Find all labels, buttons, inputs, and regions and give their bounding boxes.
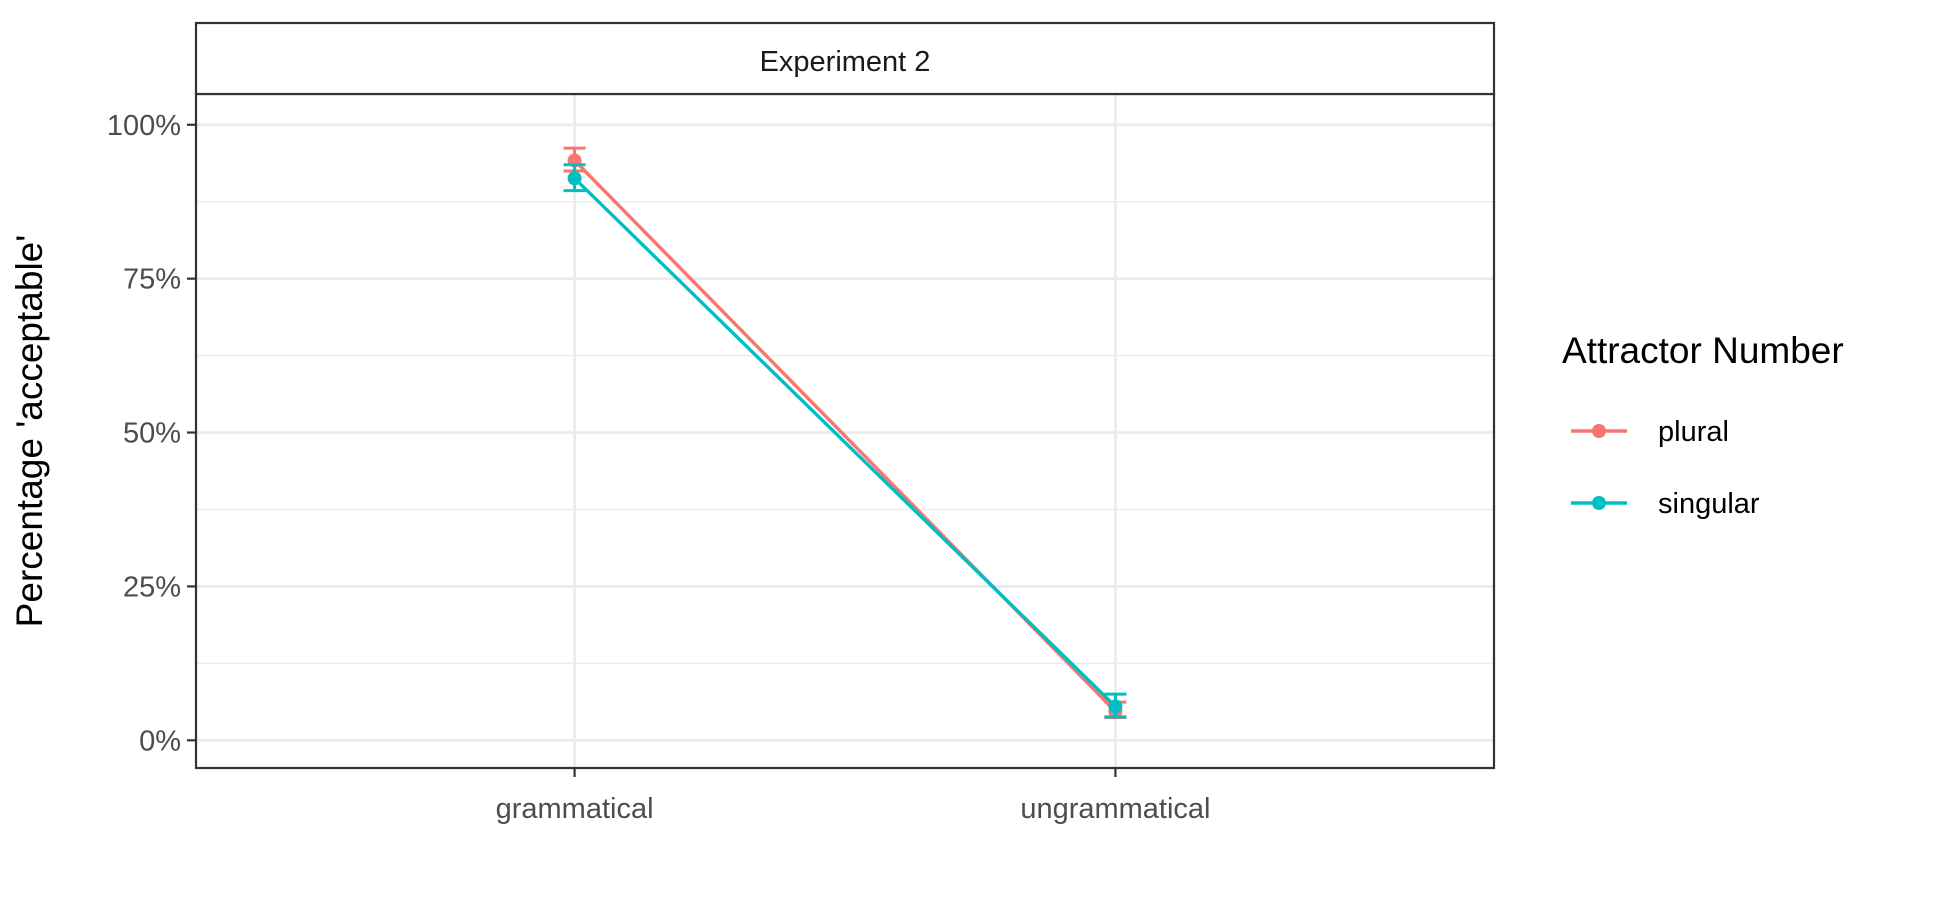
series-line-singular — [573, 177, 1117, 708]
series-singular — [563, 163, 1127, 719]
data-series — [563, 146, 1127, 720]
y-axis-label: Percentage 'acceptable' — [9, 235, 50, 628]
facet-strip-title: Experiment 2 — [760, 46, 931, 78]
x-tick-label: grammatical — [496, 793, 654, 825]
y-tick-label: 0% — [139, 725, 181, 757]
legend-item-plural: plural — [1571, 416, 1729, 448]
legend-key-point — [1592, 424, 1606, 438]
y-tick-label: 50% — [123, 418, 181, 450]
y-axis: 0% 25% 50% 75% 100% — [107, 110, 196, 757]
legend: Attractor Number plural singular — [1562, 330, 1844, 520]
x-axis: grammatical ungrammatical — [496, 768, 1211, 825]
facet-strip: Experiment 2 — [194, 21, 1496, 96]
legend-title: Attractor Number — [1562, 330, 1844, 371]
y-tick-label: 25% — [123, 571, 181, 603]
facet-strip-background — [194, 21, 1496, 96]
legend-item-singular: singular — [1571, 488, 1760, 520]
data-point-singular — [1108, 699, 1123, 714]
grid-lines — [196, 94, 1494, 768]
data-point-singular — [567, 171, 582, 186]
panel-border — [194, 92, 1496, 770]
x-tick-label: ungrammatical — [1020, 793, 1210, 825]
legend-label: plural — [1658, 416, 1729, 448]
legend-label: singular — [1658, 488, 1760, 520]
y-tick-label: 75% — [123, 264, 181, 296]
legend-key-point — [1592, 496, 1606, 510]
y-tick-label: 100% — [107, 110, 181, 142]
